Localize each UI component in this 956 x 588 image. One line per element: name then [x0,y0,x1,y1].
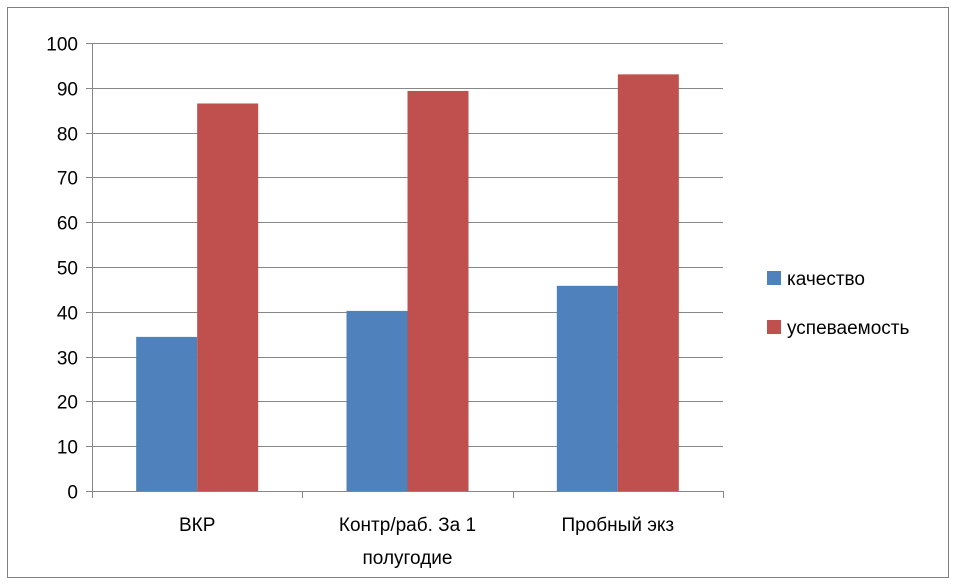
y-tick-label: 90 [57,80,78,101]
bar-series-1 [346,310,408,491]
y-tick-label: 30 [57,349,78,370]
x-tick-label: Пробный экз [562,515,675,536]
legend: качество успеваемость [767,269,909,339]
x-tick-label: Контр/раб. За 1 [339,515,476,536]
y-tick-label: 20 [57,393,78,414]
legend-swatch [767,271,781,285]
axes [86,43,724,498]
y-tick-label: 0 [67,483,78,504]
y-tick-label: 10 [57,438,78,459]
y-tick-label: 50 [57,259,78,280]
y-tick-label: 60 [57,214,78,235]
legend-label: успеваемость [787,318,909,339]
y-tick-label: 40 [57,304,78,325]
x-tick-label: полугодие [363,548,453,569]
bar-series-1 [556,285,618,491]
legend-label: качество [787,269,865,290]
y-axis-tick-labels: 0 10 20 30 40 50 60 70 80 90 100 [46,35,78,504]
y-tick-label: 80 [57,125,78,146]
legend-swatch [767,320,781,334]
bar-series-1 [136,336,198,491]
y-tick-label: 70 [57,169,78,190]
bar-series-2 [407,90,469,491]
bars [136,74,679,492]
x-axis-tick-labels: ВКР Контр/раб. За 1 полугодие Пробный экз [179,515,674,569]
bar-series-2 [197,103,259,491]
bar-series-2 [617,74,679,492]
y-tick-label: 100 [46,35,78,56]
x-tick-label: ВКР [179,515,215,536]
